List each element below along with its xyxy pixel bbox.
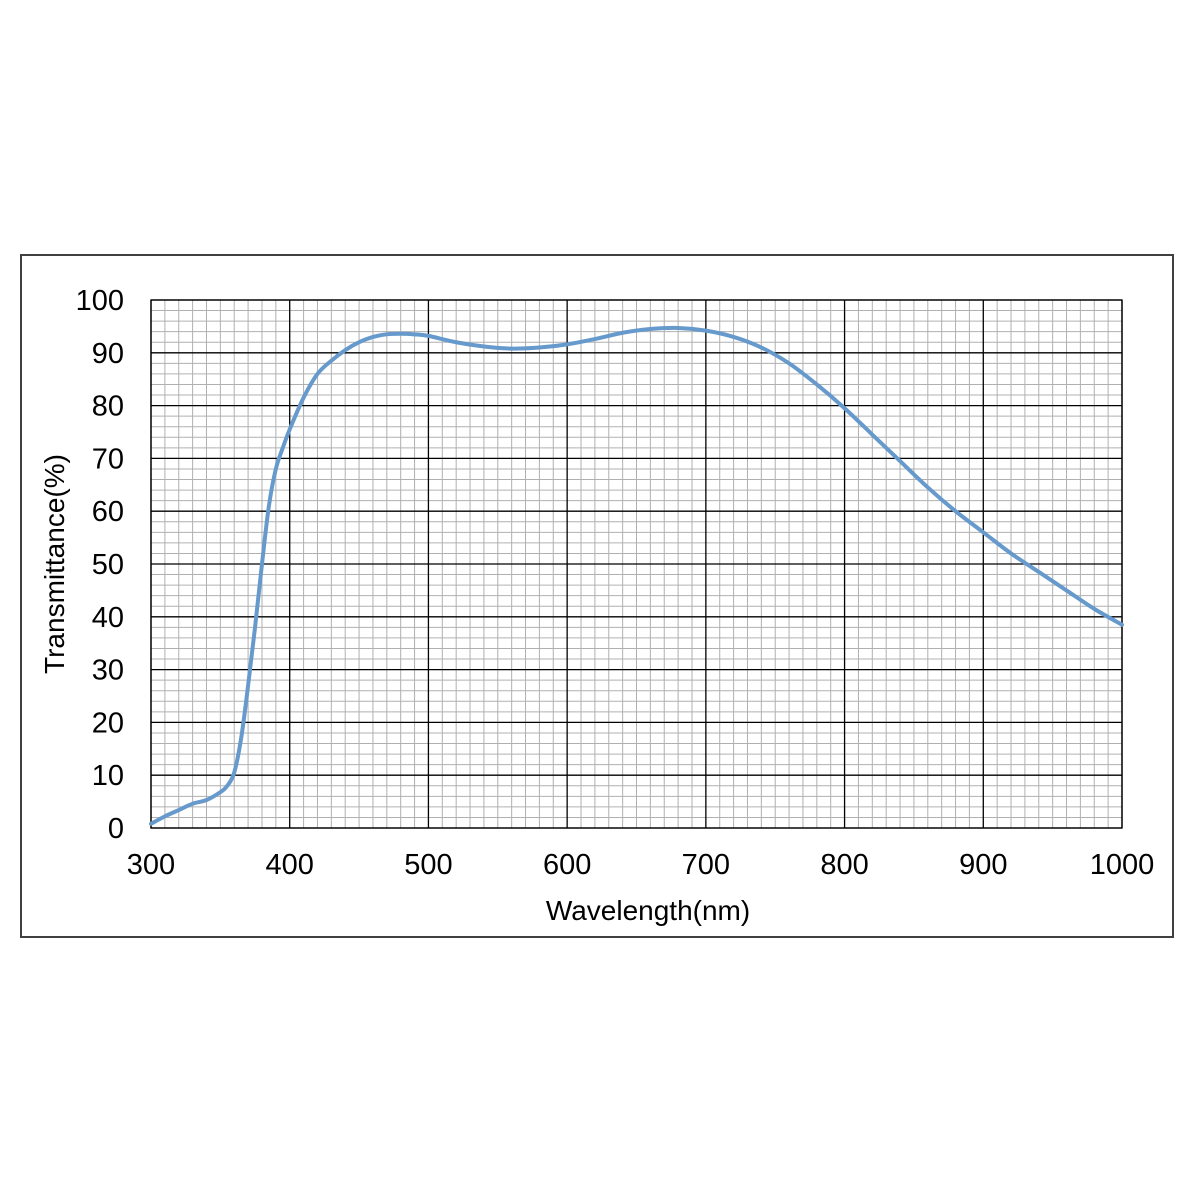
- x-tick-label: 800: [820, 849, 868, 881]
- y-tick-label: 50: [92, 549, 124, 581]
- x-tick-label: 400: [266, 849, 314, 881]
- x-tick-label: 300: [127, 849, 175, 881]
- y-tick-label: 80: [92, 391, 124, 423]
- y-tick-label: 60: [92, 496, 124, 528]
- y-tick-label: 0: [108, 813, 124, 845]
- x-axis-tick-labels: 300 400 500 600 700 800 900 1000: [127, 849, 1154, 881]
- y-tick-label: 100: [76, 285, 124, 317]
- x-tick-label: 700: [682, 849, 730, 881]
- chart-frame: 300 400 500 600 700 800 900 1000 0 10 20 30 40 50 60 7…: [20, 254, 1174, 938]
- y-tick-label: 30: [92, 655, 124, 687]
- x-tick-label: 900: [959, 849, 1007, 881]
- transmittance-series-line: [149, 325, 1124, 826]
- x-tick-label: 500: [404, 849, 452, 881]
- y-tick-label: 90: [92, 338, 124, 370]
- y-tick-label: 70: [92, 443, 124, 475]
- y-axis-tick-labels: 0 10 20 30 40 50 60 70 80 90 100: [76, 285, 124, 845]
- y-tick-label: 20: [92, 707, 124, 739]
- y-tick-label: 10: [92, 760, 124, 792]
- plot-border: [150, 299, 1123, 829]
- x-tick-label: 600: [543, 849, 591, 881]
- y-tick-label: 40: [92, 602, 124, 634]
- major-grid: [150, 299, 1123, 829]
- series-layer: [149, 325, 1124, 826]
- y-axis-title: Transmittance(%): [39, 454, 70, 674]
- transmittance-chart: 300 400 500 600 700 800 900 1000 0 10 20 30 40 50 60 7…: [39, 285, 1154, 926]
- x-tick-label: 1000: [1090, 849, 1155, 881]
- x-axis-title: Wavelength(nm): [546, 895, 750, 926]
